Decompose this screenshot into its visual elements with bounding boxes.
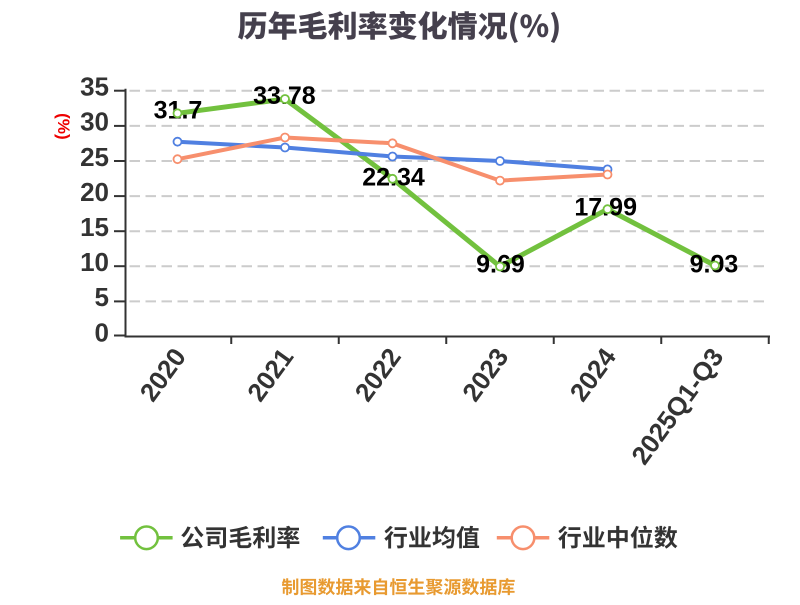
svg-text:10: 10 <box>80 247 109 277</box>
svg-text:5: 5 <box>95 282 109 312</box>
svg-text:30: 30 <box>80 107 109 137</box>
svg-text:(%): (%) <box>54 113 73 139</box>
svg-text:0: 0 <box>95 317 109 347</box>
svg-text:25: 25 <box>80 142 109 172</box>
svg-text:20: 20 <box>80 177 109 207</box>
svg-text:35: 35 <box>80 72 109 102</box>
svg-text:15: 15 <box>80 212 109 242</box>
